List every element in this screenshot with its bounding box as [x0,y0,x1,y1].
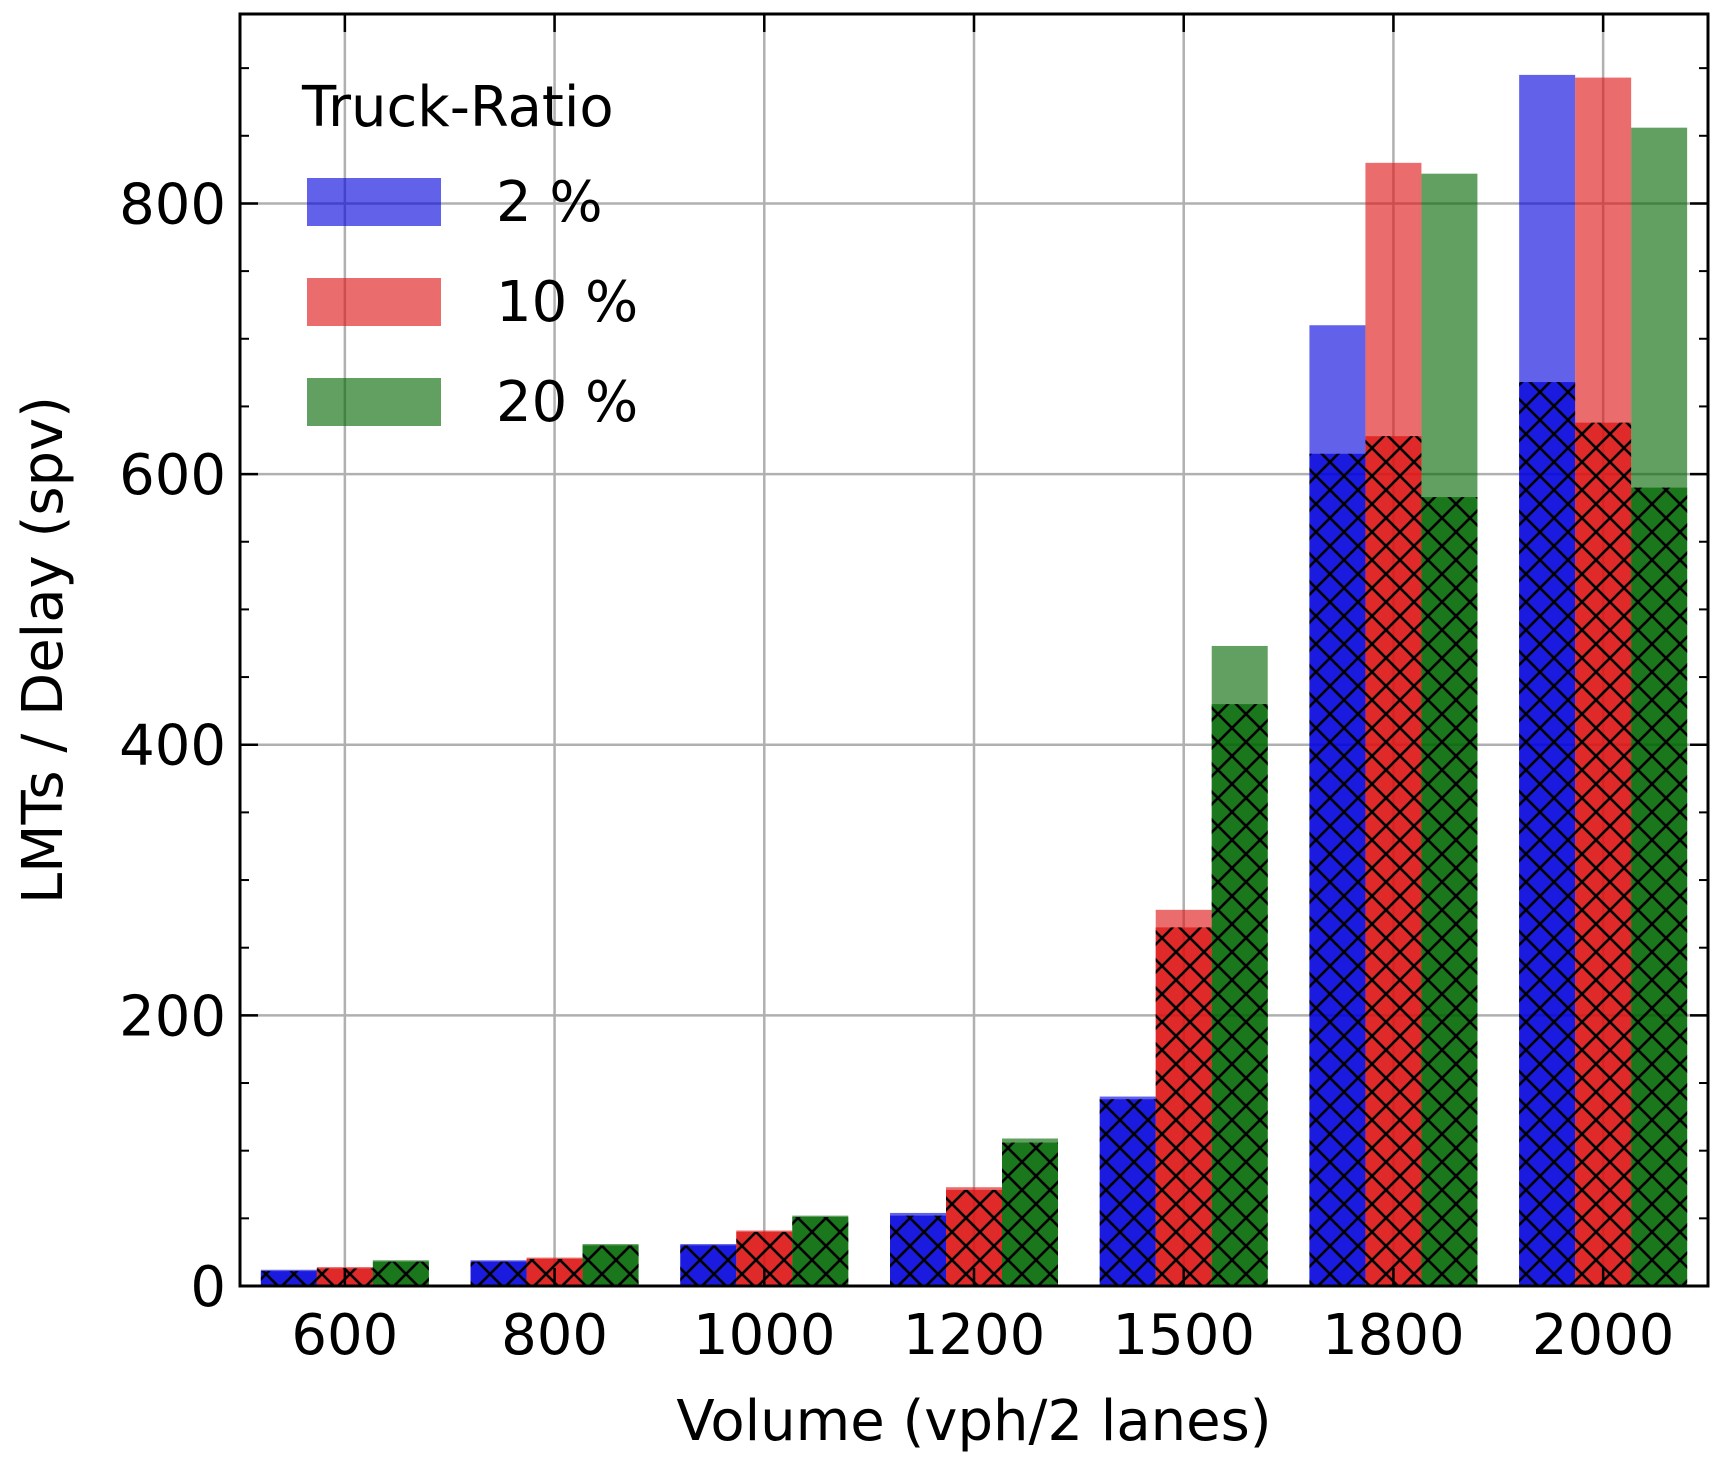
delay-bar-hatch [1099,1099,1156,1286]
legend-title: Truck-Ratio [301,75,614,140]
delay-bar-hatch [890,1215,946,1286]
y-tick-label: 400 [119,714,226,779]
delay-bar-hatch [1575,422,1632,1286]
delay-bar-hatch [260,1271,317,1286]
delay-bar-hatch [792,1216,849,1286]
delay-bar-hatch [1309,453,1366,1286]
delay-bar-hatch [582,1245,639,1286]
delay-bar-hatch [1211,704,1268,1286]
delay-bar-hatch [470,1261,527,1286]
x-tick-label: 2000 [1532,1303,1675,1368]
legend-swatch [307,378,441,426]
delay-bar-hatch [1421,497,1478,1286]
delay-bar-hatch [372,1261,429,1286]
x-tick-label: 1000 [693,1303,836,1368]
plot-frame [238,12,1710,1288]
bars [260,74,1688,1287]
legend-label: 10 % [496,270,638,335]
delay-bar-hatch [1155,927,1212,1286]
legend-label: 20 % [496,370,638,435]
legend: Truck-Ratio 2 % 10 % 20 % [301,75,638,435]
legend-label: 2 % [496,170,603,235]
delay-bar-hatch [1519,382,1576,1286]
delay-bar-hatch [1631,487,1688,1286]
x-axis-title: Volume (vph/2 lanes) [676,1389,1271,1454]
x-tick-label: 1500 [1112,1303,1255,1368]
legend-swatch [307,178,441,226]
y-axis-title: LMTs / Delay (spv) [11,396,76,904]
x-tick-label: 600 [291,1303,398,1368]
delay-bar-hatch [1002,1142,1058,1286]
grid-lines [240,14,1708,1286]
y-tick-label: 200 [119,984,226,1049]
y-tick-label: 0 [190,1255,226,1320]
y-tick-label: 800 [119,172,226,237]
x-tick-label: 1200 [903,1303,1046,1368]
y-tick-label: 600 [119,443,226,508]
delay-bar-hatch [1365,436,1422,1286]
x-tick-label: 800 [501,1303,608,1368]
tick-labels: 0 200 400 600 800 600 800 1000 1200 1500 1800 2000 [119,172,1674,1368]
legend-swatch [307,278,441,326]
x-tick-label: 1800 [1322,1303,1465,1368]
delay-bar-hatch [680,1245,737,1286]
